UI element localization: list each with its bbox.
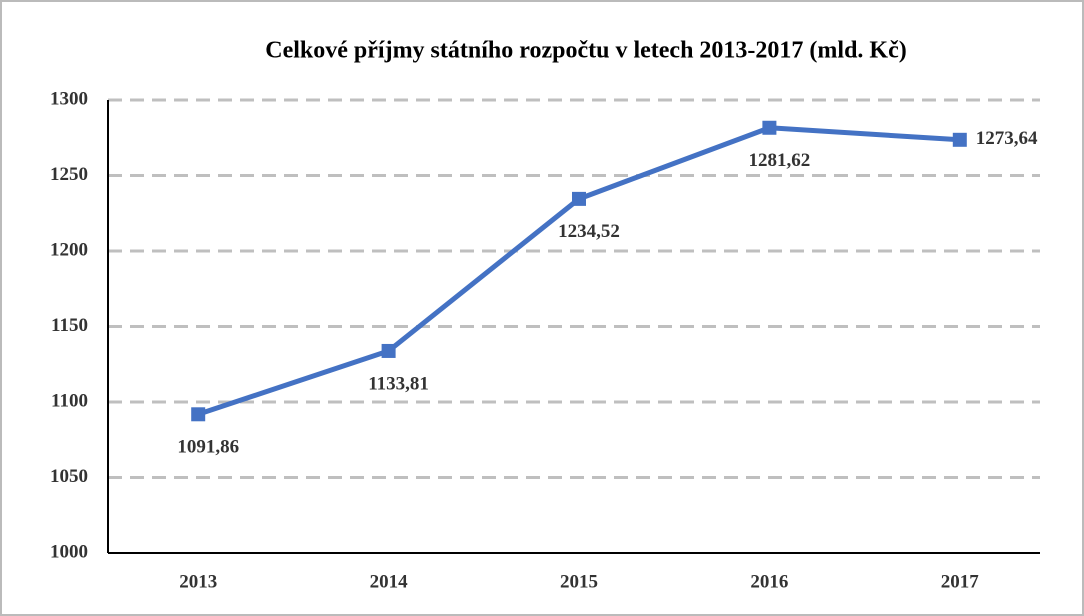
y-tick-label: 1300 xyxy=(50,88,88,109)
data-label: 1133,81 xyxy=(368,373,429,394)
y-tick-label: 1000 xyxy=(50,541,88,562)
data-label: 1281,62 xyxy=(749,150,811,171)
y-tick-label: 1050 xyxy=(50,466,88,487)
x-tick-label: 2013 xyxy=(179,571,217,592)
x-tick-label: 2015 xyxy=(560,571,598,592)
y-tick-label: 1150 xyxy=(51,315,88,336)
marker xyxy=(762,120,777,135)
y-tick-label: 1200 xyxy=(50,239,88,260)
data-label: 1273,64 xyxy=(976,128,1038,149)
x-tick-label: 2016 xyxy=(750,571,788,592)
marker xyxy=(381,343,396,358)
marker xyxy=(952,132,967,147)
y-tick-label: 1100 xyxy=(51,390,88,411)
chart-title: Celkové příjmy státního rozpočtu v letec… xyxy=(265,38,906,64)
y-tick-label: 1250 xyxy=(50,164,88,185)
marker xyxy=(572,191,586,206)
data-label: 1234,52 xyxy=(558,221,620,242)
x-tick-label: 2017 xyxy=(941,571,980,592)
x-tick-label: 2014 xyxy=(370,571,409,592)
marker xyxy=(191,407,206,422)
data-label: 1091,86 xyxy=(177,437,239,458)
